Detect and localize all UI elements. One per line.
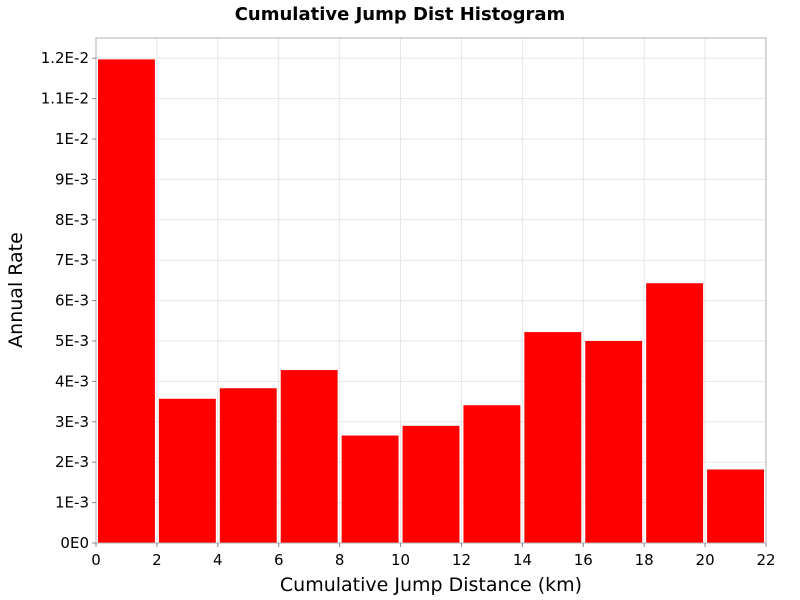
histogram-bar — [280, 370, 338, 543]
y-tick-label: 9E-3 — [55, 170, 89, 188]
y-tick-label: 5E-3 — [55, 332, 89, 350]
x-tick-label: 18 — [635, 551, 654, 569]
x-tick-label: 16 — [574, 551, 593, 569]
y-tick-label: 1E-2 — [55, 130, 89, 148]
y-tick-label: 1E-3 — [55, 494, 89, 512]
y-tick-label: 6E-3 — [55, 292, 89, 310]
x-axis-ticks: 0 2 4 6 8 10 12 14 16 18 20 22 — [91, 543, 776, 569]
x-tick-label: 4 — [213, 551, 223, 569]
y-tick-label: 3E-3 — [55, 413, 89, 431]
y-tick-label: 0E0 — [60, 534, 89, 552]
histogram-bar — [524, 332, 582, 543]
histogram-bar — [646, 283, 704, 543]
y-tick-label: 2E-3 — [55, 453, 89, 471]
histogram-bar — [98, 59, 155, 544]
histogram-bar — [341, 435, 399, 543]
chart-title: Cumulative Jump Dist Histogram — [235, 4, 566, 25]
x-tick-label: 22 — [756, 551, 775, 569]
x-tick-label: 14 — [513, 551, 532, 569]
y-axis-label: Annual Rate — [5, 232, 27, 348]
bars — [98, 59, 764, 544]
x-tick-label: 2 — [152, 551, 162, 569]
histogram-bar — [402, 425, 460, 543]
y-tick-label: 8E-3 — [55, 211, 89, 229]
histogram-bar — [219, 388, 277, 543]
y-axis-ticks: 0E0 1E-3 2E-3 3E-3 4E-3 5E-3 6E-3 7E-3 8E-3 9E-3 1… — [41, 49, 96, 552]
x-tick-label: 20 — [696, 551, 715, 569]
histogram-bar — [158, 398, 216, 543]
x-axis-label: Cumulative Jump Distance (km) — [280, 574, 582, 596]
plot-frame — [95, 37, 767, 544]
x-tick-label: 8 — [335, 551, 345, 569]
x-tick-label: 10 — [391, 551, 410, 569]
y-tick-label: 1.2E-2 — [41, 49, 89, 67]
x-tick-label: 0 — [91, 551, 101, 569]
y-tick-label: 4E-3 — [55, 372, 89, 390]
y-tick-label: 7E-3 — [55, 251, 89, 269]
histogram-bar — [463, 405, 521, 543]
x-tick-label: 6 — [274, 551, 284, 569]
y-tick-label: 1.1E-2 — [41, 90, 89, 108]
x-tick-label: 12 — [452, 551, 471, 569]
histogram-bar — [707, 469, 764, 543]
histogram-bar — [585, 341, 643, 543]
